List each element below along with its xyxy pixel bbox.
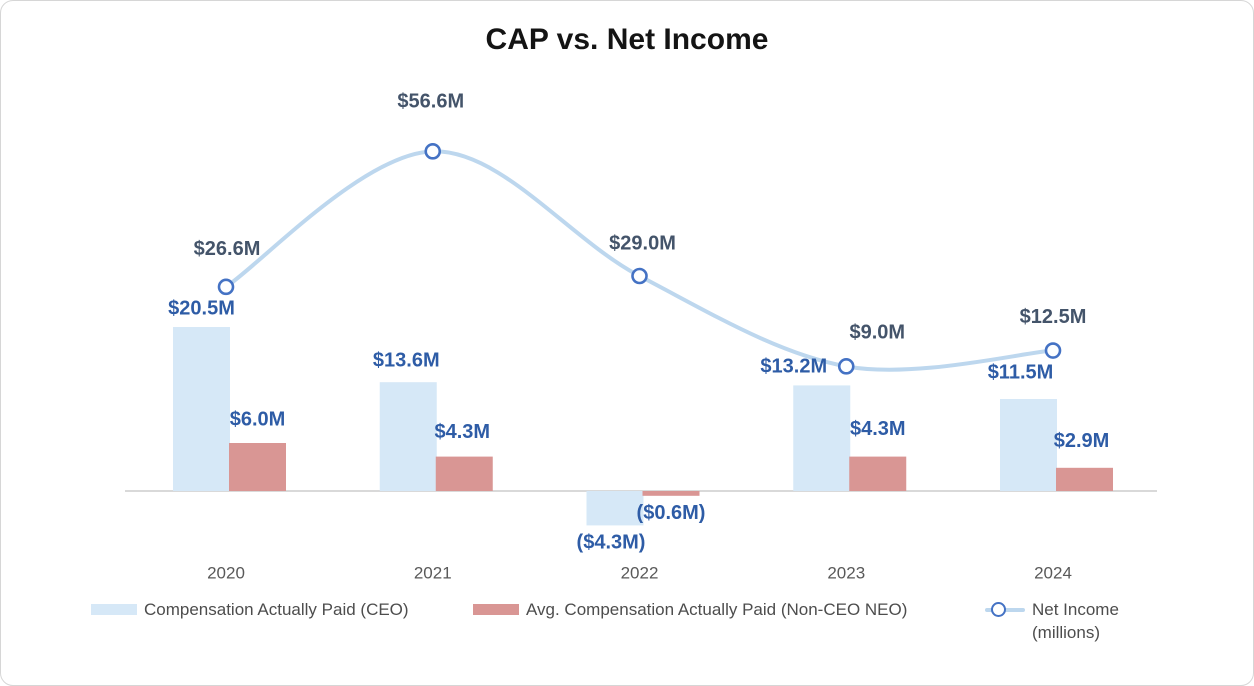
chart-title: CAP vs. Net Income [485,23,769,56]
bar-cap-ceo-2022 [586,491,644,526]
net-income-marker-2021 [424,143,442,160]
label-cap-ceo-2024: $11.5M [988,361,1054,383]
legend-item-net-income: Net Income (millions) [985,599,1136,645]
bar-cap-neo-2021 [435,456,493,491]
bar-cap-ceo-2023 [793,385,851,491]
label-net-income-2020: $26.6M [194,238,261,260]
x-axis-label-2021: 2021 [414,563,452,582]
bar-cap-neo-2020 [229,443,286,491]
bar-cap-neo-2024 [1056,467,1113,491]
label-net-income-2021: $56.6M [397,91,464,113]
net-income-marker-2024 [1044,342,1062,359]
label-net-income-2022: $29.0M [609,232,676,254]
legend-label-cap-neo: Avg. Compensation Actually Paid (Non-CEO… [526,600,908,619]
label-cap-neo-2024: $2.9M [1054,430,1110,452]
legend-item-cap-neo: Avg. Compensation Actually Paid (Non-CEO… [473,599,907,622]
x-axis-label-2022: 2022 [621,563,659,582]
x-axis-label-2023: 2023 [827,563,865,582]
bar-cap-neo-2022 [642,491,700,496]
label-cap-neo-2021: $4.3M [434,421,490,443]
label-cap-ceo-2023: $13.2M [760,356,827,378]
legend-swatch-cap-ceo-icon [91,604,137,615]
x-axis-label-2024: 2024 [1034,563,1072,582]
bar-cap-ceo-2024 [1000,399,1057,491]
label-net-income-2023: $9.0M [849,322,905,344]
legend-item-cap-ceo: Compensation Actually Paid (CEO) [91,599,409,622]
net-income-line [224,149,1055,372]
bar-cap-neo-2023 [849,456,907,491]
legend-label-net-income: Net Income (millions) [1032,600,1119,642]
legend-swatch-cap-neo-icon [473,604,519,615]
legend-line-marker-icon [985,599,1025,620]
label-cap-neo-2023: $4.3M [850,418,906,440]
label-cap-ceo-2021: $13.6M [373,349,440,371]
net-income-marker-2020 [217,278,235,296]
label-cap-ceo-2020: $20.5M [168,297,235,319]
label-cap-ceo-2022: ($4.3M) [577,532,646,554]
label-cap-neo-2020: $6.0M [230,408,286,430]
label-cap-neo-2022: ($0.6M) [637,502,706,524]
x-axis-label-2020: 2020 [207,563,245,582]
net-income-marker-2023 [837,358,855,375]
legend-label-cap-ceo: Compensation Actually Paid (CEO) [144,600,409,619]
bar-cap-ceo-2020 [173,327,230,491]
label-net-income-2024: $12.5M [1020,306,1087,328]
bar-cap-ceo-2021 [379,382,437,491]
net-income-marker-2022 [631,267,648,285]
